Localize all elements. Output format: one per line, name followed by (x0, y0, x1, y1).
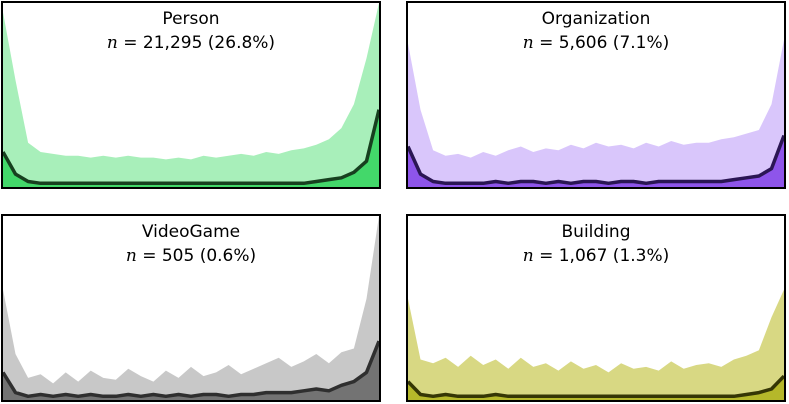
count-label: = 21,295 (26.8%) (117, 33, 276, 53)
density-fill (408, 376, 784, 400)
panel-title: Person (162, 9, 220, 29)
density-line (408, 374, 784, 399)
chart-person (3, 3, 379, 187)
chart-videogame (3, 216, 379, 400)
density-fill (408, 135, 784, 187)
count-label: = 1,067 (1.3%) (533, 246, 670, 266)
panel-subtitle: n = 21,295 (26.8%) (3, 33, 379, 53)
panel-subtitle: n = 505 (0.6%) (3, 246, 379, 266)
n-symbol: n (125, 246, 137, 266)
panel-videogame: VideoGame n = 505 (0.6%) (1, 214, 381, 402)
panel-title: Building (561, 222, 631, 242)
density-band (408, 289, 784, 400)
panel-organization: Organization n = 5,606 (7.1%) (406, 1, 786, 189)
density-band (408, 39, 784, 187)
density-band (3, 216, 379, 400)
chart-organization (408, 39, 784, 187)
density-fill (3, 341, 379, 400)
panel-person: Person n = 21,295 (26.8%) (1, 1, 381, 189)
panel-title: Organization (541, 9, 651, 29)
chart-building (408, 289, 784, 400)
density-band (3, 3, 379, 187)
count-label: = 505 (0.6%) (136, 246, 257, 266)
n-symbol: n (106, 33, 118, 53)
panel-title: VideoGame (141, 222, 241, 242)
n-symbol: n (522, 33, 534, 53)
density-line (3, 340, 379, 399)
density-line (3, 109, 379, 186)
n-symbol: n (522, 246, 534, 266)
panel-subtitle: n = 1,067 (1.3%) (408, 246, 784, 266)
panel-subtitle: n = 5,606 (7.1%) (408, 33, 784, 53)
density-line (408, 134, 784, 186)
count-label: = 5,606 (7.1%) (533, 33, 670, 53)
panel-building: Building n = 1,067 (1.3%) (406, 214, 786, 402)
